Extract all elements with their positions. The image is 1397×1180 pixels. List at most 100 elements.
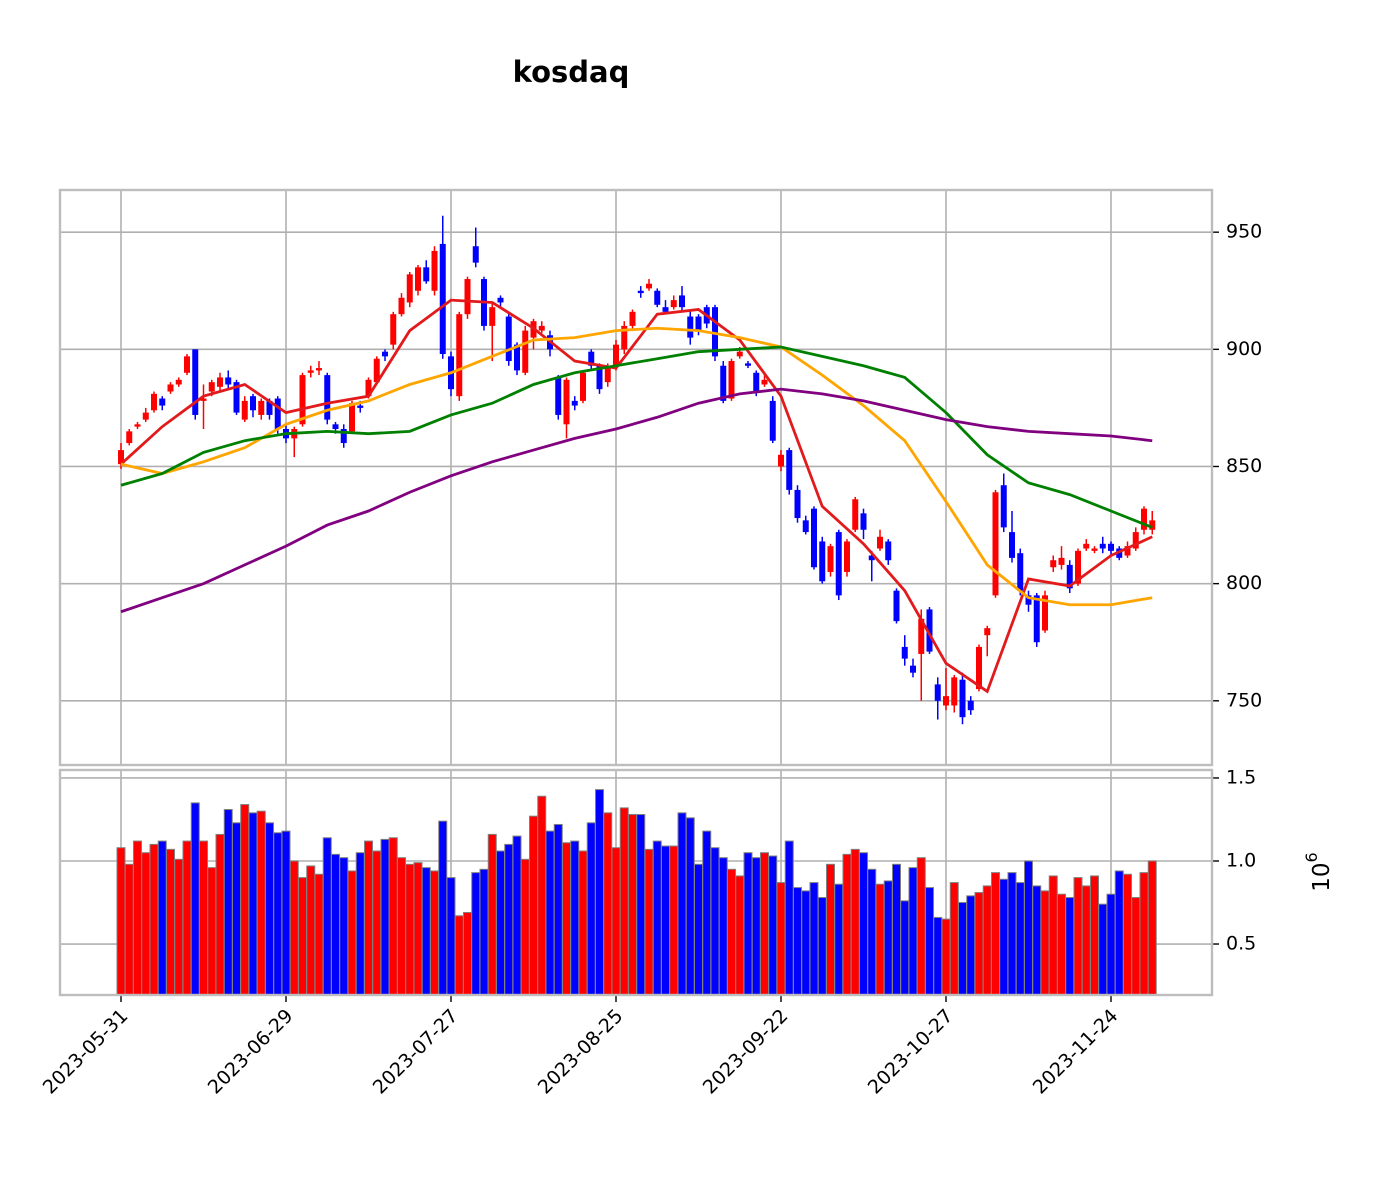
candle-body xyxy=(208,382,215,392)
candle-body xyxy=(1058,557,1065,565)
candle-body xyxy=(200,398,207,401)
volume-bar xyxy=(116,847,126,996)
candle-body xyxy=(456,314,463,397)
x-tick-label: 2023-08-25 xyxy=(534,1005,628,1099)
candle-body xyxy=(604,365,611,383)
volume-bar xyxy=(916,857,926,996)
volume-bar xyxy=(1024,860,1033,996)
candle-body xyxy=(1025,595,1032,605)
volume-bar xyxy=(306,865,316,996)
candle-body xyxy=(390,314,397,345)
candle-body xyxy=(769,400,776,441)
volume-bar xyxy=(768,855,778,996)
candle-body xyxy=(324,375,331,420)
candle-body xyxy=(192,349,199,415)
candle-body xyxy=(893,590,900,622)
volume-bar xyxy=(430,870,439,996)
candle-body xyxy=(464,279,471,315)
volume-bar xyxy=(347,870,357,996)
volume-bar xyxy=(166,848,175,996)
volume-bar xyxy=(628,814,637,996)
moving-average-line xyxy=(120,345,1153,529)
volume-bar xyxy=(710,847,720,996)
volume-bar xyxy=(190,802,200,996)
candle-body xyxy=(712,307,718,357)
candle-body xyxy=(398,297,405,315)
volume-bar xyxy=(925,887,934,996)
candle-body xyxy=(778,454,784,467)
price-panel: 750 800 850 900 950 xyxy=(58,188,1262,767)
moving-average-line xyxy=(120,387,1153,614)
volume-bar xyxy=(743,852,753,996)
candle-body xyxy=(1099,543,1106,549)
volume-bar xyxy=(405,863,415,996)
candle-body xyxy=(1132,532,1139,549)
candle-body xyxy=(415,267,421,291)
x-tick-label: 2023-10-27 xyxy=(864,1005,958,1099)
candle-body xyxy=(877,536,883,549)
candle-body xyxy=(918,618,925,654)
volume-bar xyxy=(1106,893,1116,996)
candle-body xyxy=(811,508,817,568)
candle-body xyxy=(621,325,628,350)
candle-body xyxy=(118,450,124,465)
candle-body xyxy=(868,555,875,561)
candle-body xyxy=(761,379,768,385)
volume-bar xyxy=(941,918,951,996)
candle-body xyxy=(992,492,999,596)
volume-bar xyxy=(281,830,291,996)
volume-bar xyxy=(867,868,877,996)
volume-bar xyxy=(801,890,811,996)
volume-bar xyxy=(702,830,712,996)
candle-body xyxy=(959,679,966,718)
volume-bar xyxy=(677,812,687,996)
volume-bar xyxy=(817,897,827,996)
volume-bar xyxy=(586,822,596,996)
volume-bar xyxy=(669,845,679,996)
candle-body xyxy=(250,396,256,411)
candle-body xyxy=(266,400,273,415)
candle-body xyxy=(1141,508,1147,530)
candle-body xyxy=(687,316,694,338)
x-tick-label: 2023-07-27 xyxy=(369,1005,463,1099)
candle-body xyxy=(901,646,908,659)
volume-bar xyxy=(1040,890,1050,996)
candle-body xyxy=(1017,553,1024,591)
candle-body xyxy=(984,628,991,636)
volume-bar xyxy=(141,852,151,996)
candle-body xyxy=(406,274,413,303)
volume-bar xyxy=(1147,860,1157,996)
volume-bar xyxy=(446,877,456,996)
volume-bar xyxy=(174,858,184,996)
candle-body xyxy=(431,250,438,291)
volume-bar xyxy=(248,812,258,996)
candle-body xyxy=(654,290,661,305)
volume-bar xyxy=(232,822,241,996)
candle-body xyxy=(307,370,314,373)
volume-bar xyxy=(933,916,943,996)
candle-body xyxy=(1124,546,1131,556)
volume-bar xyxy=(999,878,1009,996)
candle-body xyxy=(316,368,322,371)
candle-body xyxy=(1000,485,1007,528)
candle-body xyxy=(538,325,545,331)
volume-bar xyxy=(1065,897,1075,996)
volume-bar xyxy=(636,814,646,996)
volume-bar xyxy=(760,852,769,996)
volume-bar xyxy=(718,857,728,996)
candle-body xyxy=(340,428,347,444)
y-tick-label: 750 xyxy=(1226,689,1262,711)
volume-bar xyxy=(1098,903,1108,996)
volume-bar xyxy=(991,872,1000,996)
volume-bar xyxy=(652,840,662,996)
candle-body xyxy=(126,431,133,444)
candle-body xyxy=(662,307,669,312)
volume-bar xyxy=(372,850,382,996)
volume-bar xyxy=(859,852,868,996)
volume-bar xyxy=(207,867,217,996)
candle-body xyxy=(274,398,281,429)
candle-body xyxy=(382,351,388,357)
y-tick-label: 800 xyxy=(1226,572,1262,594)
candle-body xyxy=(745,363,751,366)
candle-body xyxy=(695,316,702,331)
